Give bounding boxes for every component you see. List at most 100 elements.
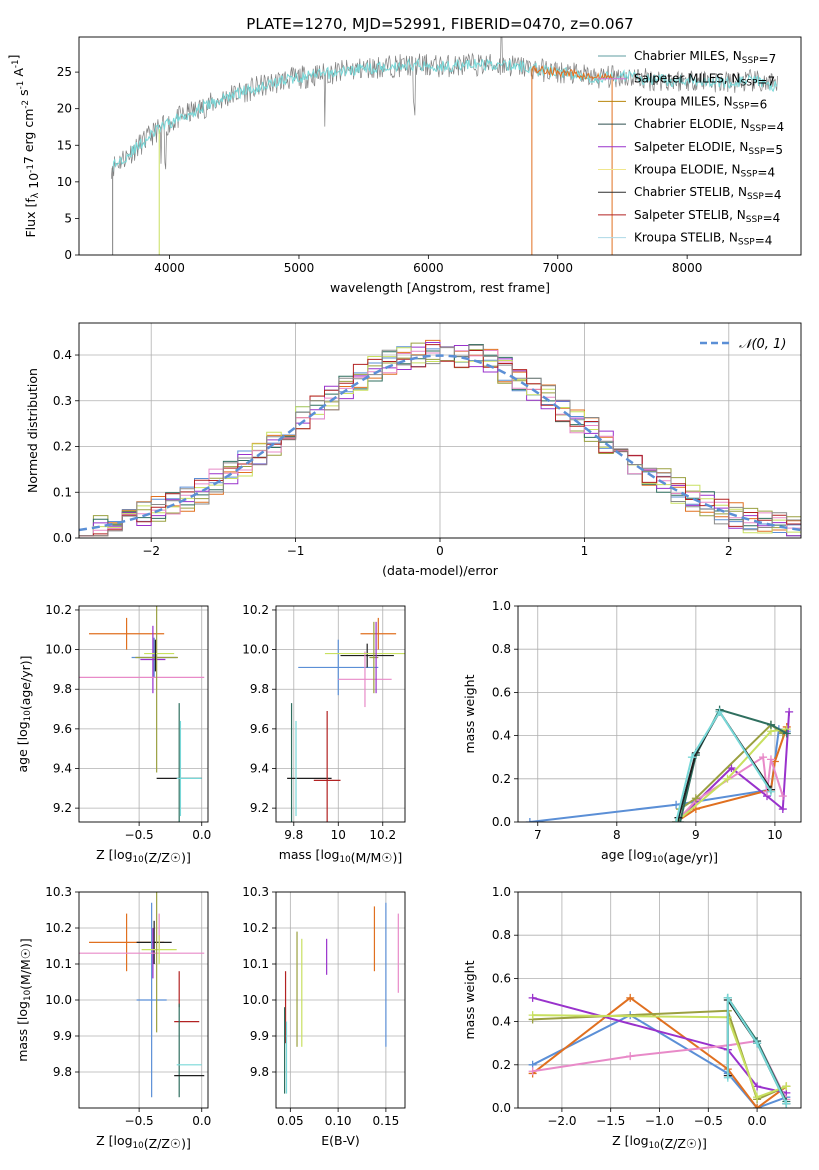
plot-area bbox=[287, 617, 405, 822]
axes-frame bbox=[517, 605, 802, 823]
plot-area bbox=[110, 37, 778, 255]
y-tick-label: 9.8 bbox=[250, 682, 269, 696]
y-tick-label: 9.9 bbox=[250, 1029, 269, 1043]
x-tick-label: 7 bbox=[534, 828, 542, 842]
x-axis-label: E(B-V) bbox=[321, 1133, 360, 1148]
weight-marker bbox=[753, 1082, 762, 1091]
y-tick-label: 0.8 bbox=[492, 642, 511, 656]
x-tick-label: −2 bbox=[142, 544, 160, 558]
y-tick-label: 9.6 bbox=[250, 722, 269, 736]
weight-series-line bbox=[532, 1014, 787, 1099]
axes-frame bbox=[275, 891, 406, 1109]
y-axis-label: Flux [fλ 10-17 erg cm-2 s-1 A-1] bbox=[6, 54, 41, 237]
y-tick-label: 0.0 bbox=[492, 1101, 511, 1115]
y-tick-label: 10.2 bbox=[242, 603, 269, 617]
y-axis-label: mass weight bbox=[462, 674, 477, 753]
mass-vs-ebv-panel: 0.05 0.10 0.15 9.8 9.9 10.0 10.1 10.2 10.3 E(B-V) bbox=[242, 885, 406, 1148]
legend-label: Salpeter MILES, NSSP=7 bbox=[634, 72, 775, 89]
y-tick-label: 0 bbox=[64, 248, 72, 262]
weight-marker bbox=[723, 993, 732, 1002]
legend-label: Chabrier ELODIE, NSSP=4 bbox=[634, 117, 784, 134]
x-tick-label: 2 bbox=[725, 544, 733, 558]
x-tick-label: 0.0 bbox=[192, 828, 211, 842]
x-tick-label: 7000 bbox=[542, 261, 573, 275]
plot-area bbox=[284, 902, 399, 1094]
weight-marker bbox=[782, 1099, 791, 1108]
y-tick-label: 10.0 bbox=[242, 643, 269, 657]
x-tick-label: 1 bbox=[581, 544, 589, 558]
weight-marker bbox=[672, 818, 681, 822]
weight-marker bbox=[753, 1093, 762, 1102]
y-tick-label: 10.0 bbox=[45, 993, 72, 1007]
y-tick-label: 10.0 bbox=[45, 643, 72, 657]
weight-marker bbox=[785, 707, 794, 716]
plot-area bbox=[79, 339, 801, 538]
x-tick-label: −0.5 bbox=[125, 1114, 154, 1128]
y-tick-label: 0.2 bbox=[53, 440, 72, 454]
residual-histogram-panel: −2 −1 0 1 2 0.0 0.1 0.2 0.3 0.4 (data-model)/error… bbox=[25, 322, 802, 578]
model-spectrum-segment bbox=[531, 65, 613, 81]
x-axis-label: Z [log10(Z/Z☉)] bbox=[96, 1133, 191, 1151]
plot-area bbox=[528, 993, 791, 1108]
weight-marker bbox=[626, 993, 635, 1002]
weight-marker bbox=[672, 800, 681, 809]
x-tick-label: 0.0 bbox=[192, 1114, 211, 1128]
y-tick-label: 10.1 bbox=[45, 957, 72, 971]
weight-marker bbox=[687, 753, 696, 762]
y-tick-label: 0.0 bbox=[492, 815, 511, 829]
legend-label: Kroupa MILES, NSSP=6 bbox=[634, 94, 767, 111]
weight-marker bbox=[753, 1104, 762, 1108]
y-tick-label: 9.4 bbox=[250, 761, 269, 775]
age-vs-metallicity-panel: −0.5 0.0 9.2 9.4 9.6 9.8 10.0 10.2 Z [log10(Z/Z☉… bbox=[15, 603, 211, 865]
y-tick-label: 0.8 bbox=[492, 928, 511, 942]
weight-marker bbox=[528, 993, 537, 1002]
y-tick-label: 0.6 bbox=[492, 971, 511, 985]
weight-series-line bbox=[675, 709, 772, 822]
x-tick-label: −0.5 bbox=[694, 1114, 723, 1128]
y-tick-label: 0.2 bbox=[492, 772, 511, 786]
x-tick-label: −2.0 bbox=[547, 1114, 576, 1128]
axes-frame bbox=[78, 36, 802, 256]
weight-marker bbox=[528, 1067, 537, 1076]
y-tick-label: 10.1 bbox=[242, 957, 269, 971]
axes-frame bbox=[78, 322, 802, 539]
y-tick-label: 0.2 bbox=[492, 1058, 511, 1072]
legend-label: Kroupa ELODIE, NSSP=4 bbox=[634, 163, 775, 180]
weight-marker bbox=[528, 1011, 537, 1020]
weight-marker bbox=[778, 792, 787, 801]
y-tick-label: 1.0 bbox=[492, 599, 511, 613]
y-tick-label: 20 bbox=[57, 102, 72, 116]
figure-title: PLATE=1270, MJD=52991, FIBERID=0470, z=0… bbox=[246, 15, 633, 33]
y-tick-label: 15 bbox=[57, 138, 72, 152]
x-axis-label: (data-model)/error bbox=[382, 563, 499, 578]
y-tick-label: 10.3 bbox=[242, 885, 269, 899]
x-axis-label: mass [log10(M/M☉)] bbox=[279, 847, 403, 865]
x-axis-label: wavelength [Angstrom, rest frame] bbox=[330, 280, 550, 295]
normal-curve bbox=[79, 354, 801, 532]
legend-label: 𝒩(0, 1) bbox=[739, 337, 786, 352]
grid-lines bbox=[79, 606, 208, 822]
y-tick-label: 9.8 bbox=[53, 1065, 72, 1079]
y-tick-label: 9.2 bbox=[53, 801, 72, 815]
x-tick-label: 8 bbox=[613, 828, 621, 842]
axes-frame bbox=[275, 605, 406, 823]
weight-marker bbox=[723, 1073, 732, 1082]
y-tick-label: 1.0 bbox=[492, 885, 511, 899]
y-tick-label: 9.6 bbox=[53, 722, 72, 736]
x-tick-label: 0.05 bbox=[277, 1114, 304, 1128]
plot-area bbox=[525, 705, 794, 822]
x-tick-label: 9 bbox=[692, 828, 700, 842]
plot-area bbox=[79, 606, 205, 822]
weight-marker bbox=[782, 1082, 791, 1091]
legend-label: Salpeter ELODIE, NSSP=5 bbox=[634, 140, 783, 157]
x-tick-label: 0.15 bbox=[373, 1114, 400, 1128]
x-tick-label: −1.0 bbox=[645, 1114, 674, 1128]
y-axis-label: age [log10(age/yr)] bbox=[15, 655, 33, 772]
x-tick-label: −0.5 bbox=[125, 828, 154, 842]
y-tick-label: 0.4 bbox=[492, 729, 511, 743]
y-tick-label: 9.8 bbox=[53, 682, 72, 696]
weight-marker bbox=[766, 720, 775, 729]
weight-vs-metallicity-panel: −2.0 −1.5 −1.0 −0.5 0.0 0.0 0.2 0.4 0.6 0.8 1.0 Z [… bbox=[462, 885, 802, 1151]
y-tick-label: 10.2 bbox=[45, 603, 72, 617]
